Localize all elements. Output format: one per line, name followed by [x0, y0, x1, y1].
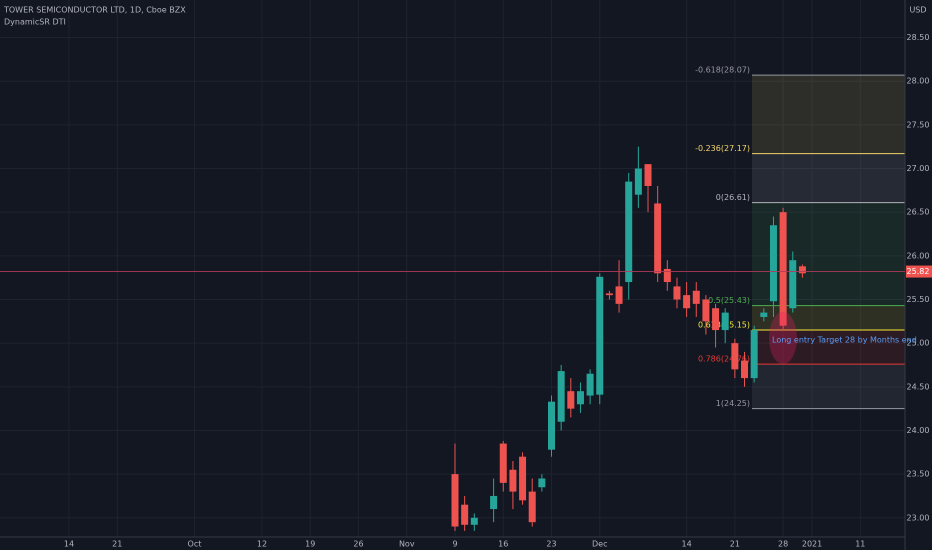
candle-body: [654, 203, 662, 274]
x-tick-label: Dec: [592, 540, 607, 549]
candle-body: [548, 401, 556, 450]
candle-body: [451, 474, 459, 527]
y-tick-label: 27.00: [907, 164, 930, 173]
candle-body: [567, 391, 575, 409]
fib-label: 0.786(24.76): [698, 355, 750, 364]
candles: [451, 146, 806, 531]
fib-label: -0.618(28.07): [695, 66, 750, 75]
x-tick-label: 9: [452, 540, 457, 549]
candle-body: [625, 181, 633, 283]
y-tick-label: 23.00: [907, 513, 930, 522]
candle-body: [750, 330, 758, 379]
y-tick-label: 25.50: [907, 295, 930, 304]
candle-body: [789, 260, 797, 309]
y-tick-label: 23.50: [907, 470, 930, 479]
candle-body: [470, 517, 478, 525]
candle-body: [731, 343, 739, 370]
y-tick-label: 25.00: [907, 339, 930, 348]
candle-body: [557, 371, 565, 422]
y-tick-label: 28.00: [907, 77, 930, 86]
candle-body: [760, 312, 768, 317]
fib-zone: [752, 202, 905, 306]
fib-label: 1(24.25): [716, 399, 750, 408]
candle-body: [712, 308, 720, 331]
candle-body: [519, 456, 527, 501]
candle-body: [683, 295, 691, 309]
x-tick-label: Nov: [399, 540, 415, 549]
fib-label: 0.5(25.43): [708, 296, 750, 305]
candle-body: [509, 469, 517, 492]
x-tick-label: 12: [257, 540, 267, 549]
candle-body: [769, 225, 777, 302]
y-tick-label: 26.50: [907, 208, 930, 217]
y-tick-label: 26.00: [907, 251, 930, 260]
x-tick-label: 11: [855, 540, 865, 549]
candle-body: [634, 168, 642, 195]
candle-body: [798, 266, 806, 274]
candle-body: [596, 276, 604, 395]
x-tick-label: 19: [305, 540, 315, 549]
x-tick-label: 28: [778, 540, 788, 549]
x-tick-label: 26: [353, 540, 363, 549]
x-tick-label: 21: [730, 540, 740, 549]
candle-body: [461, 504, 469, 525]
candle-body: [721, 312, 729, 331]
fib-zone: [752, 330, 905, 365]
fib-label: -0.236(27.17): [695, 144, 750, 153]
x-tick-label: 23: [546, 540, 556, 549]
y-tick-label: 27.50: [907, 120, 930, 129]
candle-body: [741, 360, 749, 379]
indicator-name: DynamicSR DTI: [4, 18, 66, 27]
candle-body: [586, 373, 594, 396]
currency: USD: [909, 6, 926, 15]
annotation: Long entry Target 28 by Months end: [772, 336, 917, 345]
candle-body: [673, 286, 681, 300]
candle-body: [692, 290, 700, 304]
price-tag-label: 25.82: [907, 267, 930, 276]
candle-body: [663, 268, 671, 283]
candle-body: [779, 212, 787, 326]
y-tick-label: 24.00: [907, 426, 930, 435]
price-tag: [906, 265, 932, 278]
fib-zone: [752, 75, 905, 154]
y-tick-label: 24.50: [907, 382, 930, 391]
candle-body: [528, 491, 536, 523]
fib-zone: [752, 305, 905, 331]
candle-body: [605, 293, 613, 296]
candle-body: [615, 286, 623, 304]
x-tick-label: 14: [682, 540, 692, 549]
chart-title: TOWER SEMICONDUCTOR LTD, 1D, Cboe BZX: [3, 6, 186, 15]
x-tick-label: 16: [498, 540, 508, 549]
candle-body: [499, 443, 507, 483]
x-tick-label: Oct: [188, 540, 202, 549]
annotation-highlight: [769, 312, 797, 364]
candle-body: [644, 164, 652, 186]
fib-zone: [752, 153, 905, 203]
candle-body: [576, 391, 584, 405]
x-tick-label: 2021: [802, 540, 822, 549]
candle-body: [538, 478, 546, 488]
fib-retracement: -0.618(28.07) -0.236(27.17) 0(26.61) 0.5(25…: [695, 66, 905, 410]
candle-body: [702, 299, 710, 322]
y-tick-label: 28.50: [907, 33, 930, 42]
fib-label: 0(26.61): [716, 193, 750, 202]
candle-body: [490, 495, 498, 510]
x-tick-label: 21: [112, 540, 122, 549]
fib-zone: [752, 364, 905, 409]
x-tick-label: 14: [64, 540, 74, 549]
